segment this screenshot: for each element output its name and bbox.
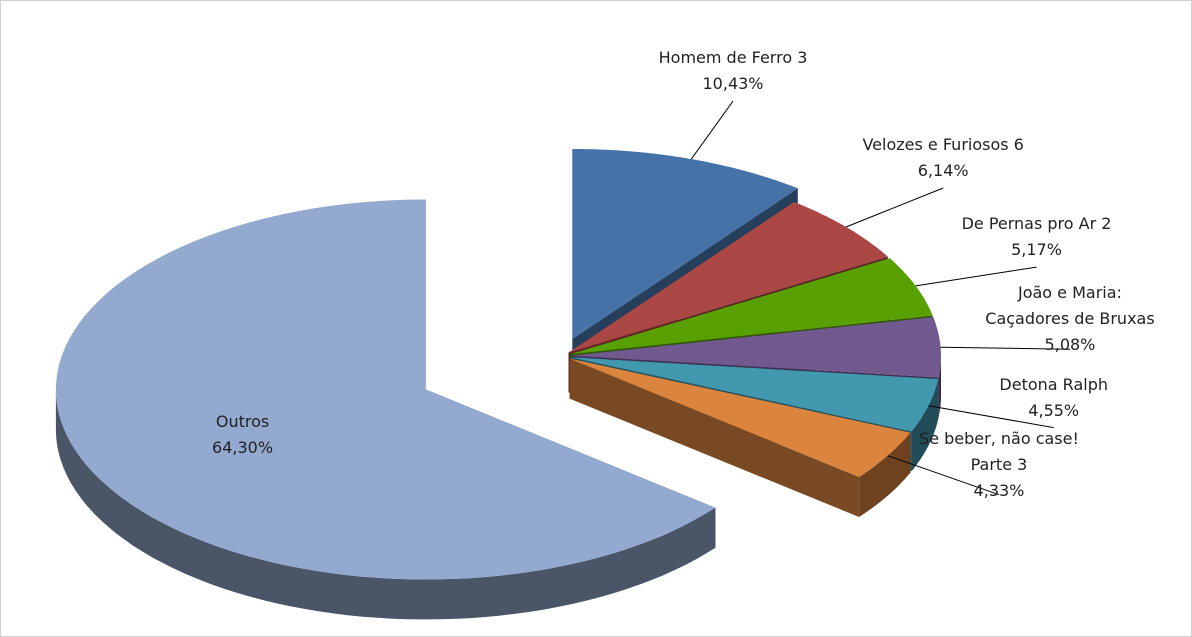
value-label: 4,33% — [973, 480, 1025, 500]
value-label: 10,43% — [702, 74, 764, 94]
slice — [570, 357, 939, 432]
category-label: Outros — [215, 411, 270, 431]
leader-line — [887, 455, 1000, 496]
slice-label: Outros 64,30% — [148, 409, 338, 461]
slice-side — [938, 355, 941, 418]
leader-line — [928, 405, 1054, 429]
slice-side — [55, 389, 716, 620]
category-label: Homem de Ferro 3 — [658, 48, 808, 68]
slice — [572, 149, 798, 339]
slice-label: Detona Ralph 4,55% — [959, 372, 1149, 424]
slice-side — [569, 358, 860, 517]
value-label: 64,30% — [212, 437, 274, 457]
value-label: 6,14% — [917, 160, 969, 180]
slice-label: Se beber, não case! Parte 3 4,33% — [904, 426, 1094, 504]
slice-side — [911, 379, 939, 472]
slice-label: Homem de Ferro 3 10,43% — [638, 45, 828, 97]
category-label: De Pernas pro Ar 2 — [961, 214, 1112, 234]
category-label: Velozes e Furiosos 6 — [862, 134, 1024, 154]
slice — [55, 199, 716, 620]
slice — [569, 358, 911, 517]
slice — [569, 358, 911, 477]
category-label: João e Maria: Caçadores de Bruxas — [985, 283, 1155, 329]
slice-label: João e Maria: Caçadores de Bruxas 5,08% — [975, 280, 1165, 358]
value-label: 5,17% — [1011, 240, 1062, 260]
slice — [55, 199, 716, 580]
slice-side — [859, 432, 911, 517]
slice — [571, 317, 941, 378]
slice-label: De Pernas pro Ar 2 5,17% — [942, 211, 1132, 263]
value-label: 4,55% — [1028, 400, 1080, 420]
value-label: 5,08% — [1044, 335, 1096, 355]
slice — [570, 258, 933, 355]
leader-line — [940, 346, 1071, 350]
leader-line — [915, 266, 1037, 287]
leader-line — [690, 100, 734, 160]
slice — [568, 202, 888, 353]
slice-label: Velozes e Furiosos 6 6,14% — [848, 132, 1038, 184]
leader-line — [845, 187, 944, 228]
category-label: Se beber, não case! Parte 3 — [919, 428, 1079, 474]
category-label: Detona Ralph — [999, 374, 1108, 394]
